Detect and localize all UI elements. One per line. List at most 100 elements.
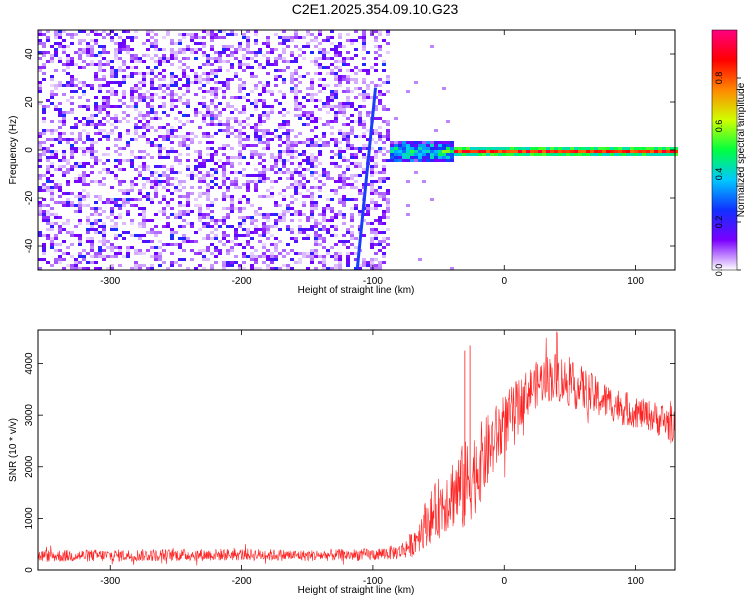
spectrogram-cell (54, 84, 58, 87)
spectrogram-cell (210, 231, 214, 234)
spectrogram-cell (62, 123, 66, 126)
spectrogram-cell (62, 258, 66, 261)
spectrogram-cell (162, 261, 166, 264)
spectrogram-cell (202, 177, 206, 180)
spectrogram-cell (254, 30, 258, 33)
spectrogram-cell (166, 30, 170, 33)
spectrogram-cell (274, 225, 278, 228)
spectrogram-cell (222, 168, 226, 171)
spectrogram-cell (374, 258, 378, 261)
spectrogram-cell (258, 228, 262, 231)
spectrogram-cell (338, 261, 342, 264)
spectrogram-cell (194, 231, 198, 234)
spectrogram-cell (242, 216, 246, 219)
spectrogram-cell (326, 141, 330, 144)
spectrogram-cell (210, 156, 214, 159)
spectrogram-cell (162, 165, 166, 168)
spectrogram-cell (138, 192, 142, 195)
spectrogram-cell (98, 66, 102, 69)
spectrogram-cell (370, 237, 374, 240)
spectrogram-cell (218, 249, 222, 252)
spectrogram-cell (170, 93, 174, 96)
spectrogram-cell (322, 39, 326, 42)
spectrogram-cell (150, 141, 154, 144)
spectrogram-cell (370, 168, 374, 171)
spectrogram-cell (258, 93, 262, 96)
spectrogram-cell (70, 153, 74, 156)
spectrogram-cell (370, 30, 374, 33)
spectrogram-cell (254, 255, 258, 258)
spectrogram-cell (54, 150, 58, 153)
spectrogram-cell (150, 78, 154, 81)
spectrogram-cell (450, 150, 454, 153)
spectrogram-cell (94, 114, 98, 117)
spectrogram-cell (114, 204, 118, 207)
spectrogram-cell (210, 159, 214, 162)
spectrogram-cell (266, 264, 270, 267)
spectrogram-cell (50, 207, 54, 210)
spectrogram-cell (162, 111, 166, 114)
spectrogram-cell (258, 156, 262, 159)
spectrogram-cell (606, 153, 610, 156)
spectrogram-cell (358, 213, 362, 216)
spectrogram-cell (382, 69, 386, 72)
spectrogram-cell (142, 165, 146, 168)
spectrogram-cell (210, 168, 214, 171)
spectrogram-cell (386, 177, 390, 180)
spectrogram-cell (318, 222, 322, 225)
spectrogram-cell (362, 261, 366, 264)
spectrogram-cell (90, 114, 94, 117)
spectrogram-cell (218, 81, 222, 84)
spectrogram-cell (50, 150, 54, 153)
spectrogram-cell (254, 168, 258, 171)
spectrogram-cell (50, 240, 54, 243)
spectrogram-cell (142, 183, 146, 186)
spectrogram-cell (186, 66, 190, 69)
spectrogram-cell (62, 150, 66, 153)
spectrogram-cell (386, 216, 390, 219)
spectrogram-cell (294, 93, 298, 96)
spectrogram-cell (302, 204, 306, 207)
spectrogram-cell (198, 249, 202, 252)
spectrogram-cell (282, 159, 286, 162)
spectrogram-cell (306, 45, 310, 48)
spectrogram-cell (66, 54, 70, 57)
spectrogram-cell (174, 99, 178, 102)
spectrogram-cell (42, 117, 46, 120)
spectrogram-cell (94, 72, 98, 75)
spectrogram-cell (238, 216, 242, 219)
spectrogram-cell (330, 138, 334, 141)
spectrogram-cell (346, 105, 350, 108)
spectrogram-cell (594, 153, 598, 156)
spectrogram-cell (338, 180, 342, 183)
spectrogram-cell (62, 267, 66, 270)
spectrogram-cell (374, 129, 378, 132)
spectrogram-cell (262, 168, 266, 171)
spectrogram-cell (446, 141, 450, 144)
spectrogram-cell (366, 144, 370, 147)
spectrogram-cell (346, 102, 350, 105)
spectrogram-cell (230, 249, 234, 252)
spectrogram-cell (622, 150, 626, 153)
spectrogram-cell (138, 249, 142, 252)
spectrogram-cell (66, 198, 70, 201)
spectrogram-cell (542, 147, 546, 150)
spectrogram-cell (250, 114, 254, 117)
spectrogram-cell (322, 54, 326, 57)
spectrogram-cell (462, 150, 466, 153)
spectrogram-cell (298, 81, 302, 84)
spectrogram-cell (114, 117, 118, 120)
spectrogram-cell (158, 135, 162, 138)
spectrogram-cell (42, 129, 46, 132)
spectrogram-cell (346, 240, 350, 243)
spectrogram-cell (290, 72, 294, 75)
spectrogram-cell (46, 51, 50, 54)
spectrogram-cell (402, 147, 406, 150)
spectrogram-cell (242, 120, 246, 123)
spectrogram-cell (278, 156, 282, 159)
spectrogram-cell (106, 96, 110, 99)
spectrogram-cell (374, 243, 378, 246)
spectrogram-cell (406, 204, 410, 207)
spectrogram-cell (178, 144, 182, 147)
spectrogram-cell (642, 153, 646, 156)
